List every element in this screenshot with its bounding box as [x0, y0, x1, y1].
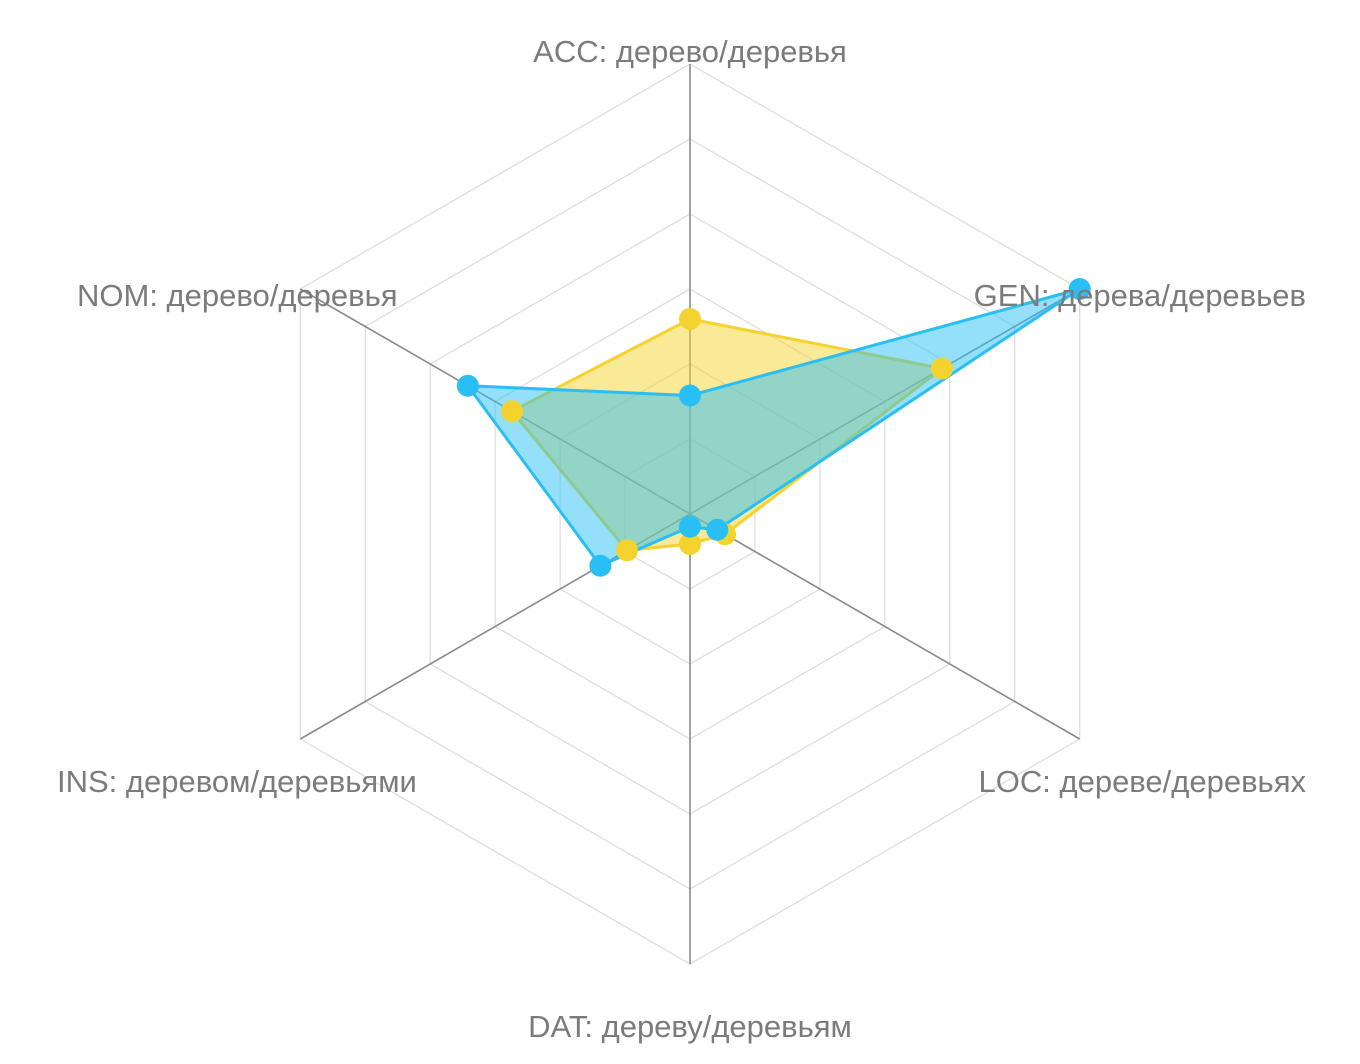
series-0-point-4	[615, 539, 638, 562]
series-1-point-2	[706, 518, 729, 541]
axis-labels: ACC: дерево/деревья GEN: дерева/деревьев…	[57, 34, 1306, 1044]
axis-label-dat: DAT: дереву/деревьям	[528, 1009, 852, 1044]
series-0-point-3	[679, 533, 701, 555]
series-1-point-4	[589, 554, 612, 577]
series-1-point-3	[679, 515, 701, 538]
axis-label-gen: GEN: дерева/деревьев	[974, 278, 1306, 313]
series-1-point-0	[679, 384, 701, 407]
series-0-point-5	[501, 400, 524, 423]
axis-label-nom: NOM: дерево/деревья	[77, 278, 398, 313]
radar-series	[456, 278, 1091, 577]
series-0-point-0	[679, 308, 701, 330]
axis-label-acc: ACC: дерево/деревья	[533, 34, 847, 69]
series-0-point-1	[931, 357, 954, 380]
series-1-point-1	[1068, 278, 1091, 300]
axis-label-ins: INS: деревом/деревьями	[57, 764, 417, 799]
series-1-point-5	[456, 374, 479, 397]
axis-line-2	[689, 513, 1081, 740]
axis-label-loc: LOC: дереве/деревьях	[979, 764, 1307, 799]
